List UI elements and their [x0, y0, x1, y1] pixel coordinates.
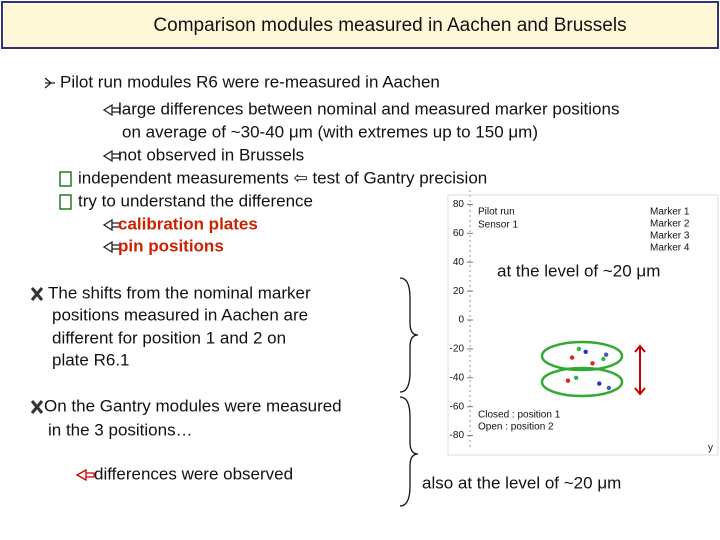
line: in the 3 positions… — [48, 420, 193, 439]
brace — [399, 277, 419, 393]
line: differences were observed — [94, 464, 293, 483]
point — [573, 375, 579, 380]
line: not observed in Brussels — [118, 145, 304, 164]
title: Comparison modules measured in Aachen an… — [153, 15, 626, 36]
inset-note: Open : position 2 — [478, 422, 554, 433]
line: large differences between nominal and me… — [118, 99, 619, 118]
point — [576, 346, 582, 352]
line: on average of ~30-40 μm (with extremes u… — [122, 122, 538, 141]
point — [597, 381, 602, 386]
y-tick-label: -60 — [450, 401, 465, 412]
oval — [540, 366, 624, 398]
title-box — [1, 1, 719, 49]
y-tick-label: 40 — [453, 257, 465, 268]
line: On the Gantry modules were measured — [44, 396, 342, 415]
y-tick-label: -40 — [450, 372, 465, 383]
y-tick-label: 80 — [453, 199, 465, 210]
line: independent measurements ⇦ test of Gantr… — [78, 168, 487, 187]
x-bullet — [30, 287, 44, 301]
brace — [399, 396, 419, 507]
inset-frame — [447, 194, 719, 456]
legend-entry: Marker 3 — [650, 231, 690, 242]
inset-plot: 80 60 40 20 0 -20 -40 -60 -80 Pilot run Sensor 1 Cl… — [447, 190, 719, 456]
box-bullet — [59, 194, 72, 210]
bullets — [30, 77, 419, 507]
point — [569, 355, 575, 360]
x-bullet — [30, 400, 44, 414]
legend-entry: Marker 4 — [650, 243, 690, 254]
double-arrow — [634, 344, 646, 396]
legend-entry: Marker 1 — [650, 207, 690, 218]
line: positions measured in Aachen are — [52, 305, 308, 324]
y-tick-label: 60 — [453, 228, 465, 239]
inset-label: Sensor 1 — [478, 220, 518, 231]
line: pin positions — [118, 236, 224, 255]
inset-note: Closed : position 1 — [478, 410, 561, 421]
legend-entry: Marker 2 — [650, 219, 690, 230]
point — [601, 356, 606, 362]
oval — [540, 340, 624, 372]
line: The shifts from the nominal marker — [48, 283, 311, 302]
line: calibration plates — [118, 214, 258, 233]
line: Pilot run modules R6 were re-measured in… — [60, 72, 440, 91]
point — [583, 349, 588, 354]
y-tick-label: -80 — [450, 430, 465, 441]
arrow-bullet — [75, 468, 95, 482]
y-tick-label: -20 — [450, 344, 465, 355]
arrow-bullet — [102, 218, 121, 232]
x-axis-label: y — [708, 443, 713, 454]
arrow-bullet — [102, 103, 121, 117]
box-bullet — [59, 171, 72, 187]
point — [603, 352, 609, 357]
line: try to understand the difference — [78, 191, 313, 210]
arrow-bullet — [102, 240, 121, 254]
arrow-bullet — [44, 77, 55, 89]
point — [565, 378, 571, 383]
arrow-bullet — [102, 149, 121, 163]
y-tick-label: 20 — [453, 286, 465, 297]
y-tick-label: 0 — [458, 315, 464, 326]
level-note: also at the level of ~20 μm — [422, 473, 621, 492]
point — [590, 361, 595, 366]
line: plate R6.1 — [52, 350, 130, 369]
inset-label: Pilot run — [478, 207, 515, 218]
level-note: at the level of ~20 μm — [497, 261, 660, 280]
line: different for position 1 and 2 on — [52, 328, 286, 347]
point — [606, 385, 612, 391]
